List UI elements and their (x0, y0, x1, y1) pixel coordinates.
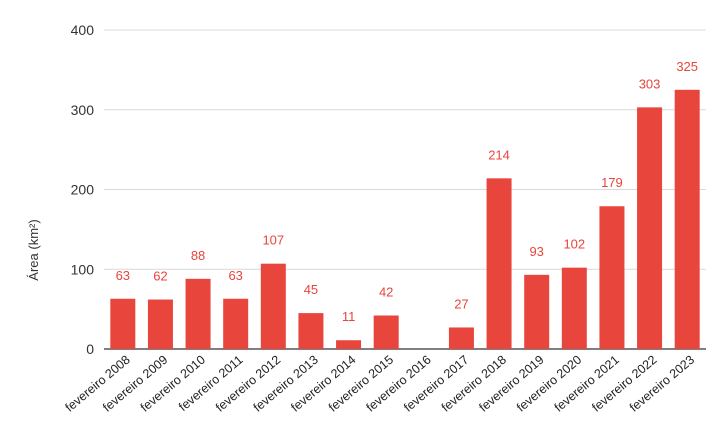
data-label: 63 (228, 268, 242, 283)
bar (373, 315, 399, 349)
bar (185, 278, 211, 349)
y-tick-label: 0 (86, 341, 94, 357)
data-label: 45 (304, 282, 318, 297)
data-labels: 63 62 88 63 107 45 11 42 27 214 93 102 179 303 325 (116, 59, 698, 324)
x-tick-label: fevereiro 2013 (251, 353, 321, 415)
x-tick-label: fevereiro 2023 (627, 353, 697, 415)
y-tick-label: 300 (71, 102, 95, 118)
data-label: 11 (342, 309, 356, 324)
x-tick-label: fevereiro 2022 (589, 353, 659, 415)
bar (599, 206, 625, 349)
bar (147, 299, 173, 349)
data-label: 179 (601, 175, 623, 190)
bars (110, 89, 700, 349)
bar (486, 178, 512, 349)
bar (298, 313, 324, 349)
data-label: 42 (379, 285, 393, 300)
x-tick-label: fevereiro 2015 (326, 353, 396, 415)
x-tick-label: fevereiro 2021 (552, 353, 622, 415)
bar (524, 274, 550, 349)
data-label: 62 (153, 269, 167, 284)
x-tick-label: fevereiro 2017 (401, 353, 471, 415)
y-tick-label: 200 (71, 182, 95, 198)
x-tick-label: fevereiro 2018 (439, 353, 509, 415)
data-label: 88 (191, 248, 205, 263)
bar (674, 89, 700, 349)
bar (110, 298, 136, 349)
data-label: 63 (116, 268, 130, 283)
x-tick-label: fevereiro 2012 (213, 353, 283, 415)
bar (223, 298, 249, 349)
bar (637, 107, 663, 349)
bar (260, 263, 286, 349)
x-tick-label: fevereiro 2014 (288, 353, 358, 415)
y-axis-label: Área (km²) (26, 219, 41, 280)
x-tick-label: fevereiro 2008 (63, 353, 133, 415)
data-label: 325 (676, 59, 698, 74)
data-label: 93 (529, 244, 543, 259)
x-tick-label: fevereiro 2010 (138, 353, 208, 415)
data-label: 27 (454, 296, 468, 311)
y-tick-label: 400 (71, 22, 95, 38)
data-label: 303 (639, 76, 661, 91)
y-tick-label: 100 (71, 261, 95, 277)
bar (448, 327, 474, 349)
data-label: 102 (563, 237, 585, 252)
x-tick-label: fevereiro 2009 (100, 353, 170, 415)
x-tick-label: fevereiro 2020 (514, 353, 584, 415)
bar (336, 340, 362, 349)
data-label: 107 (262, 233, 284, 248)
x-tick-label: fevereiro 2016 (364, 353, 434, 415)
x-tick-label: fevereiro 2019 (476, 353, 546, 415)
bar (561, 267, 587, 349)
data-label: 214 (488, 147, 510, 162)
y-axis: 0 100 200 300 400 (71, 22, 95, 357)
